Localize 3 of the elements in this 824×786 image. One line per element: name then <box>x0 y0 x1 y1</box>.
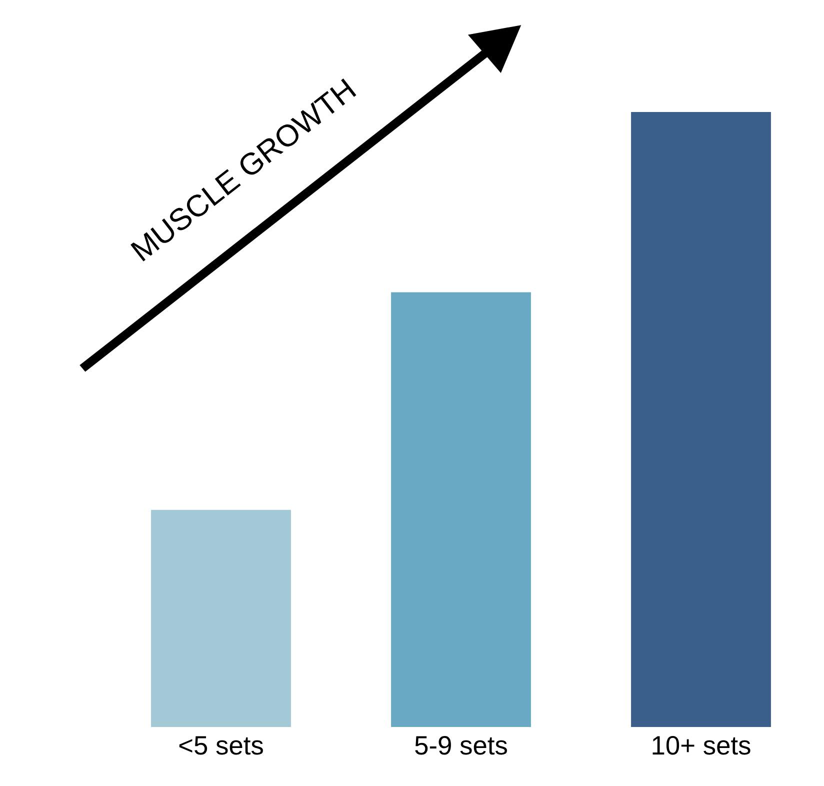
x-tick-label: <5 sets <box>179 736 263 755</box>
x-tick-label: 5-9 sets <box>415 736 507 755</box>
x-tick-label: 10+ sets <box>652 736 750 755</box>
